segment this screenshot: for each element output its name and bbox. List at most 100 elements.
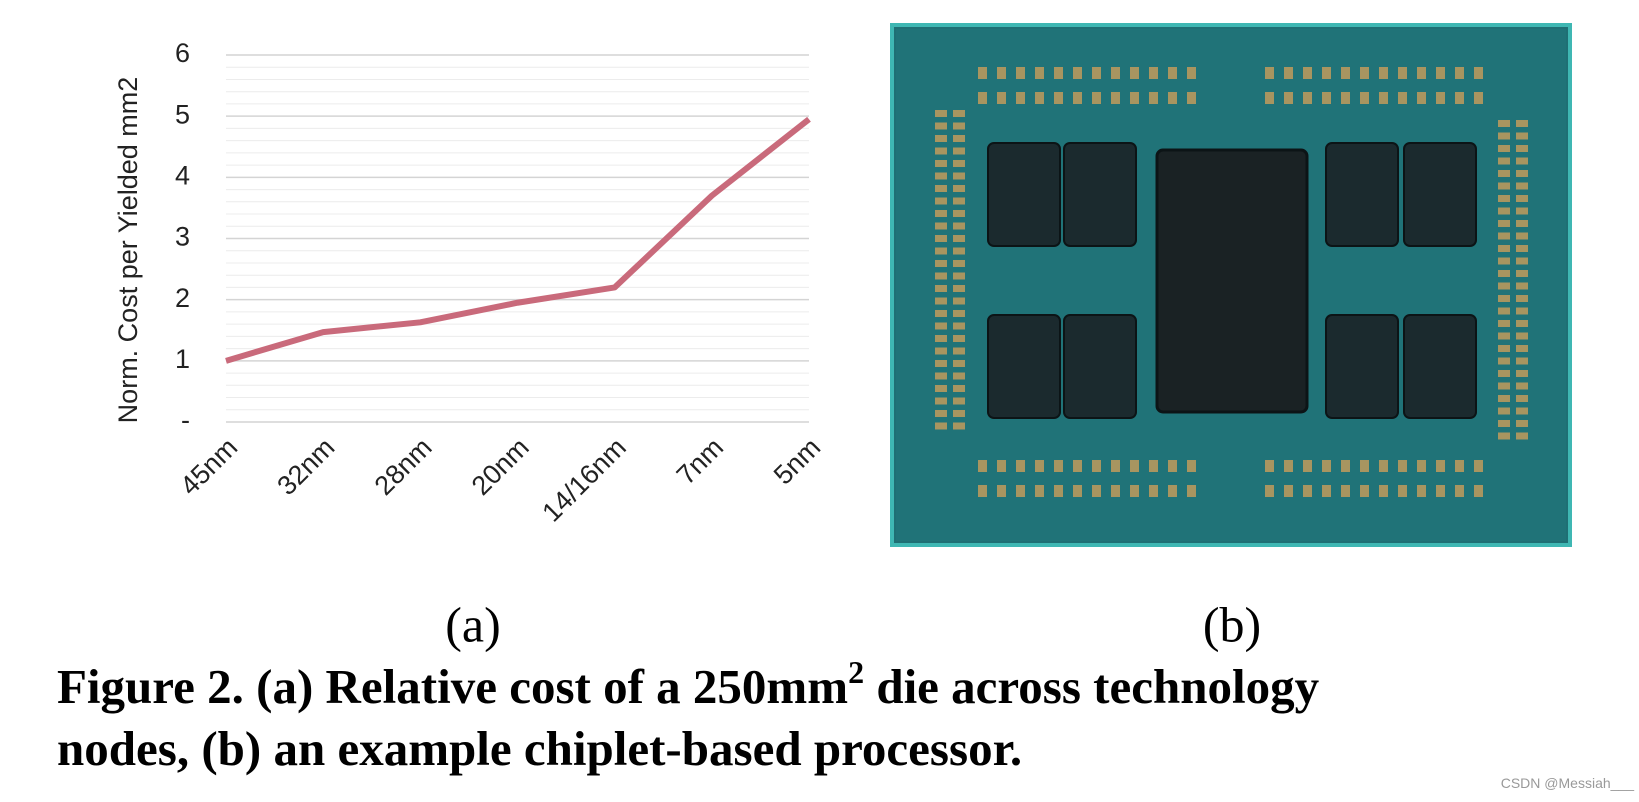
pad (1498, 420, 1510, 427)
pad (1498, 370, 1510, 377)
y-tick-label: 4 (175, 160, 190, 190)
pad (953, 247, 965, 255)
pad (1498, 145, 1510, 152)
pad (1516, 382, 1528, 390)
pad (1092, 485, 1101, 497)
pad (1516, 395, 1528, 402)
pad (1417, 485, 1426, 497)
pad (1073, 92, 1082, 104)
pad (1436, 92, 1445, 104)
pad (935, 335, 947, 342)
pad (997, 460, 1006, 472)
pad (1417, 67, 1426, 79)
pad (953, 310, 965, 317)
pad (1516, 295, 1528, 302)
chiplet (1325, 142, 1399, 247)
pad (1474, 460, 1483, 472)
pad (1149, 92, 1158, 104)
pad (1111, 485, 1120, 497)
pad (1016, 460, 1025, 472)
pad (935, 260, 947, 267)
pad (953, 385, 965, 392)
pad (1379, 485, 1388, 497)
pad (953, 272, 965, 280)
pad (1284, 485, 1293, 497)
caption-text: die across technology (864, 659, 1320, 714)
pad (1498, 395, 1510, 402)
pad (1111, 92, 1120, 104)
pad (1035, 485, 1044, 497)
pad (1498, 345, 1510, 352)
pad (935, 297, 947, 305)
pad (1474, 67, 1483, 79)
chiplet (1403, 142, 1477, 247)
pad (1035, 67, 1044, 79)
pad (935, 197, 947, 205)
pad (1360, 92, 1369, 104)
pad (1111, 460, 1120, 472)
chiplet (1063, 314, 1137, 419)
chiplet (1403, 314, 1477, 419)
pad (997, 92, 1006, 104)
pad (1016, 485, 1025, 497)
pad (1379, 67, 1388, 79)
pad (935, 110, 947, 117)
pad (1168, 92, 1177, 104)
pad (1360, 67, 1369, 79)
pad (1498, 332, 1510, 340)
x-tick-label: 32nm (271, 432, 340, 501)
pad (1455, 92, 1464, 104)
pad (1054, 485, 1063, 497)
pad (997, 485, 1006, 497)
pad (953, 347, 965, 355)
pad (1498, 382, 1510, 390)
y-tick-label: 3 (175, 222, 190, 252)
pad (1054, 67, 1063, 79)
chiplet (987, 314, 1061, 419)
pad (1284, 92, 1293, 104)
pad (1516, 332, 1528, 340)
pad (1398, 460, 1407, 472)
pad (935, 172, 947, 180)
pad (1516, 157, 1528, 165)
pad (1054, 460, 1063, 472)
pad (1498, 407, 1510, 415)
pad (1498, 195, 1510, 202)
pad (1516, 357, 1528, 365)
pad (1073, 460, 1082, 472)
pad (1265, 67, 1274, 79)
pad (1322, 92, 1331, 104)
x-tick-label: 45nm (174, 432, 243, 501)
pad (935, 272, 947, 280)
x-tick-label: 20nm (466, 432, 535, 501)
pad (1516, 270, 1528, 277)
pad (1516, 320, 1528, 327)
pad (1360, 460, 1369, 472)
pad (935, 347, 947, 355)
pad (1516, 182, 1528, 190)
pad (935, 122, 947, 130)
pad (935, 410, 947, 417)
pad (953, 397, 965, 405)
caption-superscript: 2 (848, 654, 864, 690)
pad (935, 222, 947, 230)
pad (1498, 320, 1510, 327)
x-tick-label: 5nm (768, 432, 826, 490)
pad (1168, 485, 1177, 497)
pad (935, 360, 947, 367)
pad (953, 110, 965, 117)
pad (953, 260, 965, 267)
pad (953, 172, 965, 180)
pad (1130, 460, 1139, 472)
pad (1130, 92, 1139, 104)
pad (1322, 67, 1331, 79)
io-die (1155, 148, 1309, 414)
pad (1284, 67, 1293, 79)
pad (1417, 460, 1426, 472)
caption-line: Figure 2. (a) Relative cost of a 250mm2 … (57, 654, 1320, 714)
pad (1516, 245, 1528, 252)
pad (1073, 485, 1082, 497)
pad (1516, 432, 1528, 440)
pad (1498, 295, 1510, 302)
